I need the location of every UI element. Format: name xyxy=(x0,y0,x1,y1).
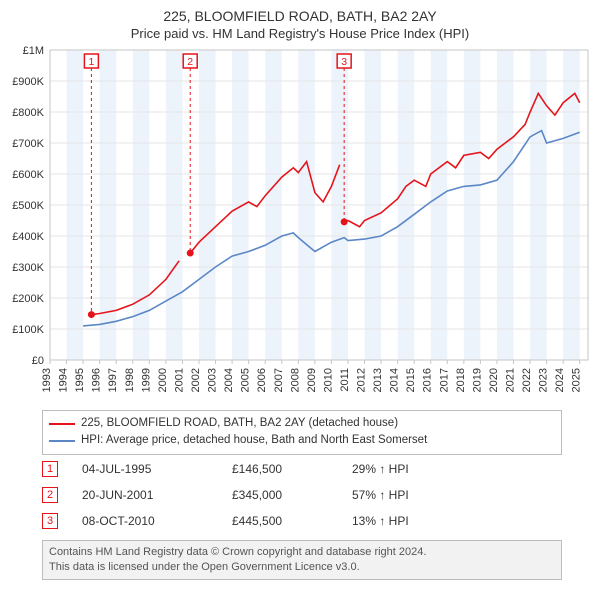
svg-text:2023: 2023 xyxy=(538,368,550,392)
legend-label-property: 225, BLOOMFIELD ROAD, BATH, BA2 2AY (det… xyxy=(81,415,398,432)
svg-text:£0: £0 xyxy=(32,355,44,367)
svg-text:2017: 2017 xyxy=(438,368,450,392)
svg-text:2008: 2008 xyxy=(289,368,301,392)
legend-swatch-hpi xyxy=(49,440,75,442)
sale-marker-icon: 1 xyxy=(42,461,58,477)
svg-text:2015: 2015 xyxy=(405,368,417,392)
svg-text:2019: 2019 xyxy=(471,368,483,392)
svg-text:£100K: £100K xyxy=(12,324,44,336)
title-sub: Price paid vs. HM Land Registry's House … xyxy=(0,26,600,41)
sale-marker-num: 1 xyxy=(47,463,53,475)
svg-text:1993: 1993 xyxy=(41,368,53,392)
sale-price: £146,500 xyxy=(232,462,352,476)
svg-text:2018: 2018 xyxy=(455,368,467,392)
legend: 225, BLOOMFIELD ROAD, BATH, BA2 2AY (det… xyxy=(42,410,562,455)
sale-date: 04-JUL-1995 xyxy=(82,462,232,476)
svg-text:1997: 1997 xyxy=(107,368,119,392)
sale-delta: 13% ↑ HPI xyxy=(352,514,472,528)
svg-text:2021: 2021 xyxy=(505,368,517,392)
svg-text:2000: 2000 xyxy=(157,368,169,392)
svg-text:2020: 2020 xyxy=(488,368,500,392)
sale-date: 08-OCT-2010 xyxy=(82,514,232,528)
svg-text:2011: 2011 xyxy=(339,368,351,392)
sale-marker-icon: 2 xyxy=(42,487,58,503)
svg-text:1: 1 xyxy=(88,56,94,68)
footer-line: Contains HM Land Registry data © Crown c… xyxy=(49,545,555,560)
table-row: 1 04-JUL-1995 £146,500 29% ↑ HPI xyxy=(42,456,562,482)
svg-text:2004: 2004 xyxy=(223,368,235,392)
svg-text:2003: 2003 xyxy=(207,368,219,392)
svg-text:£400K: £400K xyxy=(12,231,44,243)
svg-text:£600K: £600K xyxy=(12,169,44,181)
svg-text:2024: 2024 xyxy=(554,368,566,392)
svg-text:3: 3 xyxy=(341,56,347,68)
title-main: 225, BLOOMFIELD ROAD, BATH, BA2 2AY xyxy=(0,8,600,24)
svg-text:£300K: £300K xyxy=(12,262,44,274)
sale-delta: 29% ↑ HPI xyxy=(352,462,472,476)
chart-svg: £0 £100K £200K £300K £400K £500K £600K £700K £80… xyxy=(0,44,600,404)
svg-text:£900K: £900K xyxy=(12,76,44,88)
svg-text:2: 2 xyxy=(187,56,193,68)
legend-item-property: 225, BLOOMFIELD ROAD, BATH, BA2 2AY (det… xyxy=(49,415,555,432)
figure: 225, BLOOMFIELD ROAD, BATH, BA2 2AY Pric… xyxy=(0,0,600,590)
svg-text:£800K: £800K xyxy=(12,107,44,119)
sale-price: £345,000 xyxy=(232,488,352,502)
table-row: 2 20-JUN-2001 £345,000 57% ↑ HPI xyxy=(42,482,562,508)
svg-text:2006: 2006 xyxy=(256,368,268,392)
chart: £0 £100K £200K £300K £400K £500K £600K £700K £80… xyxy=(0,44,600,404)
sale-delta: 57% ↑ HPI xyxy=(352,488,472,502)
footer-line: This data is licensed under the Open Gov… xyxy=(49,560,555,575)
svg-text:2012: 2012 xyxy=(356,368,368,392)
sale-price: £445,500 xyxy=(232,514,352,528)
legend-swatch-property xyxy=(49,423,75,425)
svg-text:1998: 1998 xyxy=(124,368,136,392)
svg-text:2025: 2025 xyxy=(571,368,583,392)
svg-text:2007: 2007 xyxy=(273,368,285,392)
svg-text:1994: 1994 xyxy=(58,368,70,392)
svg-text:£1M: £1M xyxy=(23,45,44,57)
titles: 225, BLOOMFIELD ROAD, BATH, BA2 2AY Pric… xyxy=(0,0,600,41)
table-row: 3 08-OCT-2010 £445,500 13% ↑ HPI xyxy=(42,508,562,534)
svg-text:2014: 2014 xyxy=(389,368,401,392)
svg-text:£700K: £700K xyxy=(12,138,44,150)
sale-marker-num: 3 xyxy=(47,515,53,527)
legend-item-hpi: HPI: Average price, detached house, Bath… xyxy=(49,432,555,449)
svg-text:1996: 1996 xyxy=(91,368,103,392)
svg-text:2022: 2022 xyxy=(521,368,533,392)
svg-text:2013: 2013 xyxy=(372,368,384,392)
sales-table: 1 04-JUL-1995 £146,500 29% ↑ HPI 2 20-JU… xyxy=(42,456,562,534)
svg-text:1995: 1995 xyxy=(74,368,86,392)
svg-text:£500K: £500K xyxy=(12,200,44,212)
svg-text:2016: 2016 xyxy=(422,368,434,392)
sale-date: 20-JUN-2001 xyxy=(82,488,232,502)
svg-text:1999: 1999 xyxy=(140,368,152,392)
svg-text:£200K: £200K xyxy=(12,293,44,305)
sale-marker-icon: 3 xyxy=(42,513,58,529)
svg-text:2005: 2005 xyxy=(240,368,252,392)
legend-label-hpi: HPI: Average price, detached house, Bath… xyxy=(81,432,427,449)
svg-text:2002: 2002 xyxy=(190,368,202,392)
footer: Contains HM Land Registry data © Crown c… xyxy=(42,540,562,580)
svg-text:2009: 2009 xyxy=(306,368,318,392)
sale-marker-num: 2 xyxy=(47,489,53,501)
svg-text:2010: 2010 xyxy=(322,368,334,392)
svg-text:2001: 2001 xyxy=(173,368,185,392)
